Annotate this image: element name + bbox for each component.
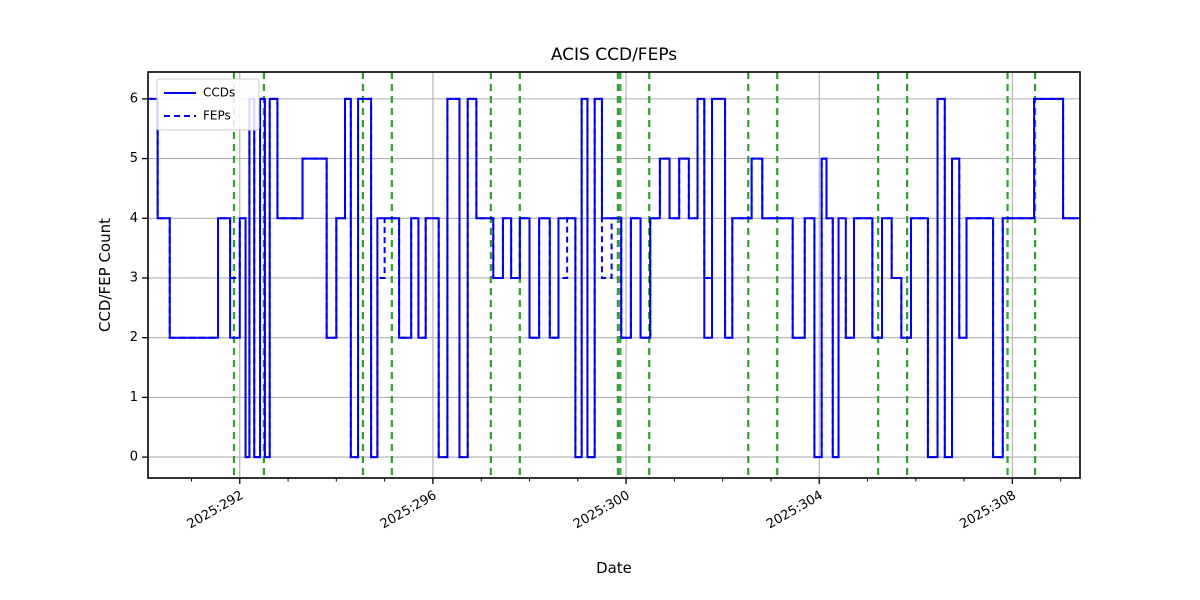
y-ticklabel: 2 — [130, 330, 138, 345]
y-ticklabel: 5 — [130, 151, 138, 166]
legend-label-ccds: CCDs — [203, 86, 235, 100]
y-ticklabel: 0 — [130, 450, 138, 465]
axes-frame — [147, 71, 1081, 479]
y-ticklabel: 6 — [130, 91, 138, 106]
y-ticklabels: 0 1 2 3 4 5 6 — [130, 91, 138, 464]
y-tickmarks — [142, 98, 148, 458]
legend-background — [156, 78, 260, 131]
series-ccds — [148, 97, 1080, 459]
y-ticklabel: 1 — [130, 390, 138, 405]
legend-label-feps: FEPs — [203, 109, 231, 123]
y-gridlines — [148, 98, 1080, 458]
y-ticklabel: 4 — [130, 211, 138, 226]
chart-legend: CCDs FEPs — [156, 78, 260, 131]
x-tickmarks — [190, 478, 1062, 484]
x-axis-label: Date — [596, 559, 632, 577]
x-gridlines — [239, 72, 1013, 478]
y-axis-label: CCD/FEP Count — [96, 218, 114, 332]
y-ticklabel: 3 — [130, 270, 138, 285]
ccd-trace — [148, 97, 1080, 459]
chart-title: ACIS CCD/FEPs — [551, 45, 677, 65]
